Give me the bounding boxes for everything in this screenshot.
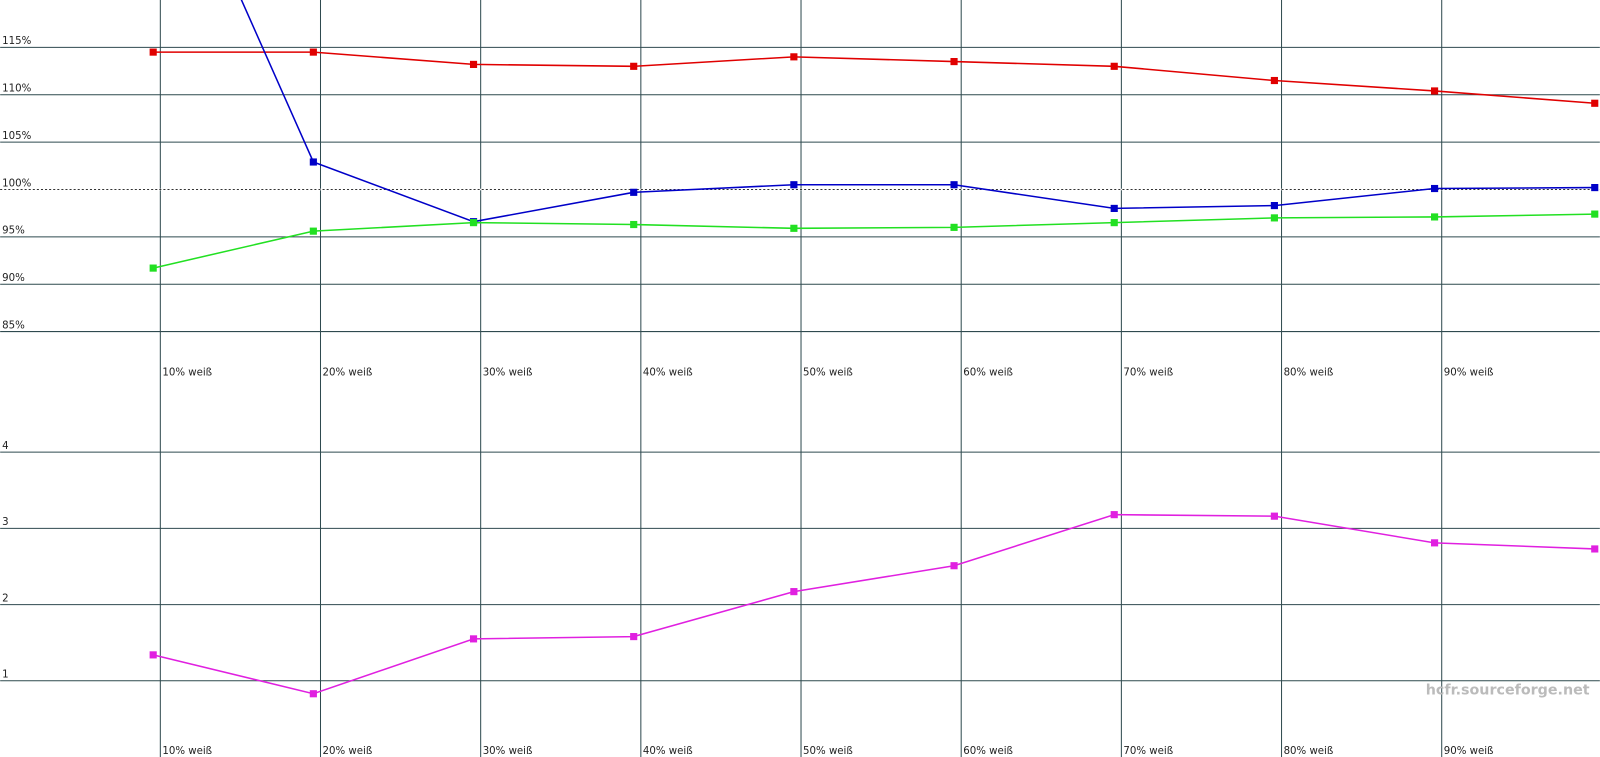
point-marker bbox=[790, 224, 798, 232]
x-tick-label: 80% weiß bbox=[1284, 367, 1334, 378]
x-tick-label: 10% weiß bbox=[162, 746, 212, 757]
y-tick-label: 4 bbox=[2, 441, 8, 452]
x-tick-label: 60% weiß bbox=[963, 746, 1013, 757]
point-marker bbox=[1591, 184, 1599, 192]
x-tick-label: 70% weiß bbox=[1123, 367, 1173, 378]
point-marker bbox=[630, 633, 638, 641]
x-tick-label: 30% weiß bbox=[483, 367, 533, 378]
point-marker bbox=[309, 227, 317, 235]
point-marker bbox=[1431, 184, 1439, 193]
point-marker bbox=[1270, 76, 1278, 85]
point-marker bbox=[1110, 62, 1118, 70]
point-marker bbox=[1591, 99, 1599, 107]
x-tick-label: 20% weiß bbox=[323, 367, 373, 378]
plot-area bbox=[149, 511, 1599, 698]
y-tick-label: 105% bbox=[2, 131, 31, 142]
y-tick-label: 115% bbox=[2, 36, 31, 47]
series-line bbox=[153, 213, 1595, 269]
point-marker bbox=[1431, 87, 1439, 95]
x-tick-label: 70% weiß bbox=[1123, 746, 1173, 757]
y-tick-label: 110% bbox=[2, 84, 31, 95]
plot-area bbox=[149, 0, 1599, 272]
x-tick-label: 50% weiß bbox=[803, 746, 853, 757]
point-marker bbox=[1591, 210, 1599, 218]
point-marker bbox=[630, 62, 638, 70]
x-tick-label: 20% weiß bbox=[323, 746, 373, 757]
x-tick-label: 80% weiß bbox=[1284, 746, 1334, 757]
watermark: hcfr.sourceforge.net bbox=[1426, 683, 1590, 699]
point-marker bbox=[309, 158, 317, 166]
x-tick-label: 90% weiß bbox=[1444, 746, 1494, 757]
point-marker bbox=[630, 220, 638, 229]
y-tick-label: 90% bbox=[2, 273, 25, 284]
point-marker bbox=[790, 53, 798, 61]
x-tick-label: 40% weiß bbox=[643, 367, 693, 378]
point-marker bbox=[469, 60, 478, 68]
point-marker bbox=[149, 264, 157, 272]
point-marker bbox=[1591, 545, 1599, 553]
series-line bbox=[153, 51, 1595, 105]
x-tick-label: 90% weiß bbox=[1444, 367, 1494, 378]
point-marker bbox=[790, 588, 798, 596]
point-marker bbox=[950, 562, 958, 570]
point-marker bbox=[950, 223, 958, 231]
x-tick-label: 60% weiß bbox=[963, 367, 1013, 378]
point-marker bbox=[1110, 204, 1118, 212]
x-tick-label: 10% weiß bbox=[162, 367, 212, 378]
series-line bbox=[153, 513, 1595, 695]
y-tick-label: 2 bbox=[2, 593, 8, 604]
y-tick-label: 3 bbox=[2, 517, 8, 528]
point-marker bbox=[1110, 511, 1118, 519]
y-tick-label: 100% bbox=[2, 178, 31, 189]
point-marker bbox=[790, 181, 798, 189]
point-marker bbox=[1270, 512, 1278, 520]
point-marker bbox=[1431, 539, 1439, 547]
point-marker bbox=[149, 48, 157, 56]
point-marker bbox=[149, 651, 157, 659]
point-marker bbox=[309, 48, 317, 56]
point-marker bbox=[309, 690, 317, 698]
x-tick-label: 30% weiß bbox=[483, 746, 533, 757]
point-marker bbox=[469, 219, 478, 227]
y-tick-label: 85% bbox=[2, 320, 25, 331]
point-marker bbox=[950, 181, 958, 189]
point-marker bbox=[1110, 219, 1118, 227]
point-marker bbox=[1431, 213, 1439, 221]
y-tick-label: 95% bbox=[2, 226, 25, 237]
x-tick-label: 40% weiß bbox=[643, 746, 693, 757]
point-marker bbox=[1270, 202, 1278, 210]
y-tick-label: 1 bbox=[2, 670, 8, 681]
point-marker bbox=[1270, 214, 1278, 222]
point-marker bbox=[469, 635, 478, 643]
series-line bbox=[240, 0, 1595, 223]
point-marker bbox=[630, 188, 638, 196]
point-marker bbox=[950, 58, 958, 66]
x-tick-label: 50% weiß bbox=[803, 367, 853, 378]
